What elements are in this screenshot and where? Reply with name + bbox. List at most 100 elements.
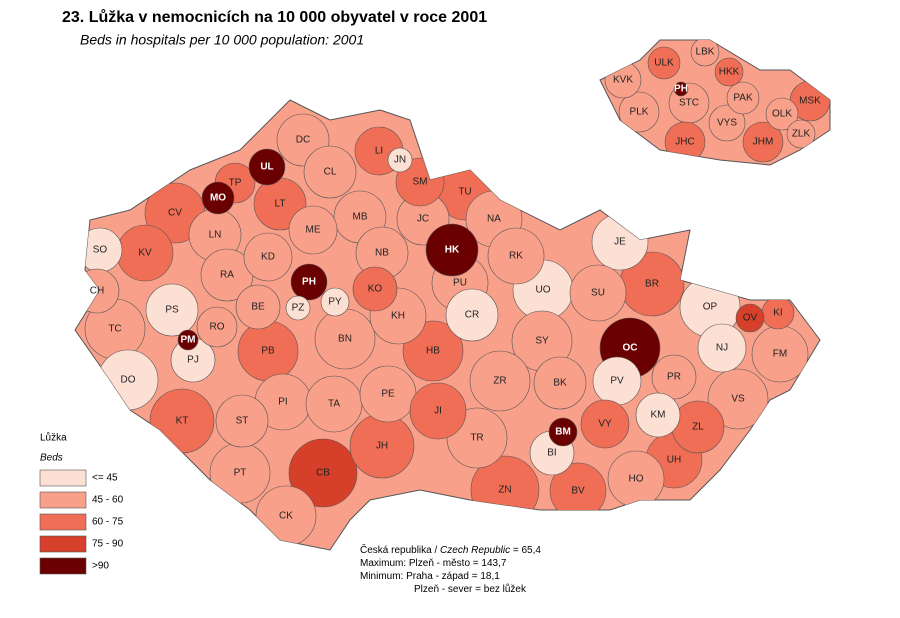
legend-label: <= 45 <box>92 473 118 484</box>
legend-label: 45 - 60 <box>92 495 124 506</box>
legend-swatch <box>39 491 87 509</box>
district-code: KD <box>261 252 275 263</box>
district <box>425 223 479 277</box>
note-part: Minimum: Praha - západ = 18,1 <box>360 571 500 582</box>
district <box>635 392 681 438</box>
district-code: CV <box>168 208 182 219</box>
district <box>288 205 338 255</box>
district-code: PT <box>234 468 247 479</box>
note-part: Plzeň - sever = bez lůžek <box>414 583 527 595</box>
region-code: KVK <box>613 75 633 86</box>
district-code: KI <box>773 308 782 319</box>
region-code: MSK <box>799 96 821 107</box>
district <box>445 288 499 342</box>
district <box>580 399 630 449</box>
legend-label: 60 - 75 <box>92 517 124 528</box>
region-code: LBK <box>696 47 715 58</box>
district-code: PV <box>610 376 624 387</box>
district-code: CL <box>324 167 337 178</box>
district-code: UL <box>260 162 273 173</box>
note-line: Plzeň - sever = bez lůžek <box>414 583 527 595</box>
district-code: PR <box>667 372 681 383</box>
district <box>201 181 235 215</box>
district-code: TP <box>229 178 242 189</box>
legend-title: Lůžka <box>40 432 67 444</box>
region <box>742 121 784 163</box>
district-areas <box>75 113 809 547</box>
district-code: BM <box>555 427 571 438</box>
district-code: FM <box>773 349 787 360</box>
legend-subtitle: Beds <box>40 453 63 464</box>
district-code: PI <box>278 397 287 408</box>
legend-swatch <box>39 469 87 487</box>
district-code: PS <box>165 305 179 316</box>
district-code: PJ <box>187 355 199 366</box>
district <box>548 417 578 447</box>
region-code: STC <box>679 98 699 109</box>
region-code: PH <box>674 84 688 95</box>
district-code: JN <box>394 155 406 166</box>
note-part: Czech Republic <box>440 545 510 556</box>
district-code: BI <box>547 448 556 459</box>
district-code: PH <box>302 277 316 288</box>
district <box>569 264 627 322</box>
district-code: TC <box>108 324 121 335</box>
district-code: UH <box>667 455 681 466</box>
district-code: MB <box>353 212 368 223</box>
district <box>533 356 587 410</box>
region <box>726 81 760 115</box>
subtitle: Beds in hospitals per 10 000 population:… <box>80 32 364 48</box>
district-code: RA <box>220 270 234 281</box>
district-code: BK <box>553 378 567 389</box>
district-code: OC <box>623 343 638 354</box>
district-code: TA <box>328 399 340 410</box>
district-code: LI <box>375 146 383 157</box>
district-code: LT <box>275 199 286 210</box>
district <box>707 368 769 430</box>
district-code: VY <box>598 419 612 430</box>
district <box>243 232 293 282</box>
district-code: NA <box>487 214 501 225</box>
district-code: TU <box>458 187 471 198</box>
district-code: VS <box>731 394 745 405</box>
district-code: CH <box>90 286 104 297</box>
region-code: JHC <box>675 137 694 148</box>
district-code: ME <box>306 225 321 236</box>
region <box>673 81 689 97</box>
district-code: ZN <box>498 485 511 496</box>
district-code: UO <box>536 285 551 296</box>
district-code: DO <box>121 375 136 386</box>
region-code: ULK <box>654 58 674 69</box>
region <box>714 57 744 87</box>
district-code: HB <box>426 346 440 357</box>
region-code: ZLK <box>792 129 811 140</box>
district <box>285 295 311 321</box>
district-code: ZL <box>692 422 704 433</box>
district-code: PE <box>381 389 395 400</box>
district-code: DC <box>296 135 310 146</box>
district-code: KM <box>651 410 666 421</box>
district-code: CB <box>316 468 330 479</box>
district <box>320 287 350 317</box>
district-code: PU <box>453 278 467 289</box>
region <box>786 119 816 149</box>
district-code: ZR <box>493 376 506 387</box>
district <box>735 303 765 333</box>
region <box>690 40 720 67</box>
district <box>196 306 238 348</box>
district <box>409 382 467 440</box>
district-code: PY <box>328 297 342 308</box>
district-code: OV <box>743 313 758 324</box>
district-code: PB <box>261 346 275 357</box>
district-code: BE <box>251 302 265 313</box>
district-code: SY <box>535 336 549 347</box>
district <box>352 266 398 312</box>
notes: Česká republika / Czech Republic = 65,4M… <box>360 543 541 595</box>
region-code: PAK <box>733 93 753 104</box>
region <box>708 104 746 142</box>
district-code: SO <box>93 245 108 256</box>
district-code: RO <box>210 322 225 333</box>
district-code: LN <box>209 230 222 241</box>
